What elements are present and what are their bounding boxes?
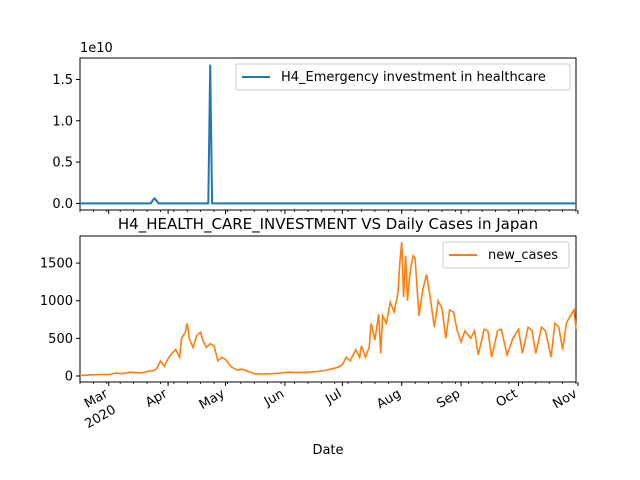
bottom-legend: new_cases (442, 241, 570, 269)
x-tick-label: Sep (434, 386, 463, 411)
bottom-x-axis-label: Date (312, 443, 343, 458)
y-tick-label: 0.0 (52, 197, 73, 212)
y-tick-label: 1.0 (52, 114, 73, 129)
y-tick-label: 1.5 (52, 73, 73, 88)
top-series-line (80, 64, 576, 205)
y-tick-label: 1000 (40, 294, 73, 309)
bottom-legend-label: new_cases (488, 248, 558, 263)
top-plot-frame (79, 57, 577, 211)
y-tick-label: 0 (65, 369, 73, 384)
top-y-scale-label: 1e10 (80, 41, 113, 56)
x-tick-label: Nov (550, 386, 580, 412)
y-tick-label: 500 (48, 332, 73, 347)
bottom-series-line (79, 241, 577, 377)
bottom-plot-frame (79, 235, 577, 383)
x-tick-label: Jul (322, 386, 344, 407)
x-tick-label: Aug (374, 386, 403, 412)
y-tick-label: 1500 (40, 257, 73, 272)
bottom-y-axis: 0 500 1000 1500 (40, 257, 80, 384)
x-tick-label: Oct (494, 386, 521, 410)
x-tick-label: Apr (143, 386, 171, 411)
top-x-axis (79, 210, 579, 214)
top-legend-label: H4_Emergency investment in healthcare (281, 70, 546, 85)
top-legend-box (235, 63, 571, 91)
bottom-chart-title: H4_HEALTH_CARE_INVESTMENT VS Daily Cases… (118, 215, 538, 234)
top-panel: 0.0 0.5 1.0 1.5 1e10 H4_Emergency investmen… (52, 41, 579, 214)
top-y-axis: 0.0 0.5 1.0 1.5 (52, 73, 80, 212)
x-tick-label: Jun (261, 386, 287, 410)
y-tick-label: 0.5 (52, 156, 73, 171)
bottom-legend-box (442, 241, 570, 269)
top-legend: H4_Emergency investment in healthcare (235, 63, 571, 91)
x-tick-label: May (197, 386, 228, 413)
